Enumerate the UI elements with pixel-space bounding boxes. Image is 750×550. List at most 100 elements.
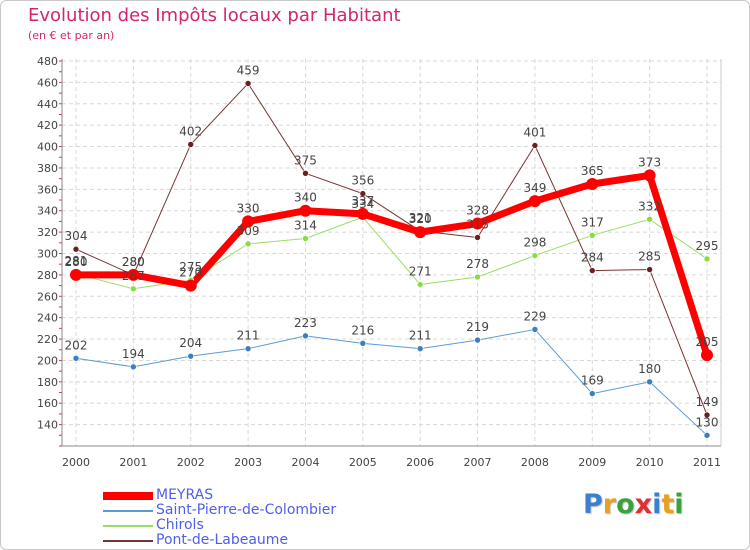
data-point [299, 204, 312, 217]
data-point [359, 340, 367, 347]
data-point [302, 235, 309, 242]
data-point [416, 345, 424, 352]
y-tick-label: 380 [37, 162, 58, 175]
data-point [244, 80, 252, 87]
data-label: 211 [409, 329, 432, 343]
data-point [416, 281, 424, 288]
data-point [474, 336, 481, 344]
data-point [703, 411, 711, 419]
data-point [244, 345, 252, 352]
chart-title: Evolution des Impôts locaux par Habitant [28, 5, 401, 26]
data-point [471, 217, 484, 230]
data-point [242, 215, 255, 228]
legend-swatch-saint-pierre [103, 510, 153, 512]
data-label: 149 [696, 395, 719, 409]
y-tick-label: 180 [37, 376, 58, 389]
data-label: 284 [581, 251, 604, 265]
data-point [474, 273, 481, 281]
data-label: 223 [294, 316, 317, 330]
data-point [588, 232, 596, 239]
data-label: 373 [638, 155, 661, 169]
logo-letter: t [661, 489, 675, 520]
logo-letter: o [616, 489, 635, 520]
data-label: 275 [179, 260, 202, 274]
data-point [474, 234, 481, 241]
data-label: 202 [65, 338, 88, 352]
data-point [646, 215, 653, 223]
data-point [703, 255, 711, 263]
data-point [588, 267, 596, 274]
data-label: 169 [581, 374, 604, 388]
legend-label-saint-pierre: Saint-Pierre-de-Colombier [156, 502, 337, 518]
logo-letter: i [652, 489, 662, 520]
data-label: 332 [638, 199, 661, 213]
data-point [531, 252, 539, 259]
data-label: 295 [696, 239, 719, 253]
data-point [72, 245, 80, 253]
legend-label-chirols: Chirols [156, 517, 204, 533]
y-tick-label: 260 [37, 290, 58, 303]
x-tick-label: 2000 [62, 456, 90, 469]
data-point [130, 285, 137, 293]
data-label: 459 [237, 63, 260, 77]
logo-letter: P [583, 489, 603, 520]
data-point [359, 190, 367, 197]
data-label: 205 [696, 335, 719, 349]
logo-letter: i [674, 489, 684, 520]
data-label: 280 [122, 255, 145, 269]
data-point [414, 226, 427, 239]
x-tick-label: 2011 [693, 456, 721, 469]
data-label: 402 [179, 124, 202, 138]
series-line [72, 171, 711, 359]
data-label: 211 [237, 329, 260, 343]
data-label: 270 [179, 266, 202, 280]
y-tick-label: 220 [37, 333, 58, 346]
legend-label-meyras: MEYRAS [156, 487, 214, 503]
data-label: 321 [409, 211, 432, 225]
x-tick-label: 2007 [464, 456, 492, 469]
data-label: 375 [294, 153, 317, 167]
data-label: 340 [294, 191, 317, 205]
data-label: 267 [122, 269, 145, 283]
y-tick-label: 480 [37, 55, 58, 68]
data-label: 229 [523, 309, 546, 323]
x-tick-label: 2002 [177, 456, 205, 469]
data-point [531, 142, 539, 149]
data-point [646, 266, 653, 273]
data-label: 130 [696, 415, 719, 429]
x-tick-label: 2008 [521, 456, 549, 469]
data-label: 314 [294, 219, 317, 233]
data-label: 349 [523, 181, 546, 195]
data-point [528, 195, 541, 208]
data-label: 216 [351, 323, 374, 337]
data-label: 194 [122, 347, 145, 361]
y-tick-label: 200 [37, 354, 58, 367]
data-point [701, 349, 713, 362]
data-label: 309 [237, 224, 260, 238]
data-label: 280 [65, 255, 88, 269]
y-tick-label: 240 [37, 312, 58, 325]
y-tick-label: 160 [37, 397, 58, 410]
data-label: 280 [122, 255, 145, 269]
x-tick-label: 2009 [578, 456, 606, 469]
y-tick-label: 360 [37, 183, 58, 196]
y-tick-label: 460 [37, 76, 58, 89]
data-label: 298 [523, 236, 546, 250]
chart-subtitle: (en € et par an) [28, 29, 115, 42]
data-point [70, 268, 82, 281]
data-point [646, 378, 653, 386]
legend-swatch-meyras [103, 492, 153, 500]
data-label: 285 [638, 250, 661, 264]
logo-letter: x [634, 489, 653, 520]
x-tick-label: 2010 [636, 456, 664, 469]
x-tick-label: 2003 [234, 456, 262, 469]
data-point [703, 432, 711, 439]
data-label: 356 [351, 174, 374, 188]
data-point [187, 352, 195, 360]
data-label: 337 [351, 194, 374, 208]
data-label: 330 [237, 201, 260, 215]
data-label: 401 [523, 125, 546, 139]
data-label: 219 [466, 320, 489, 334]
